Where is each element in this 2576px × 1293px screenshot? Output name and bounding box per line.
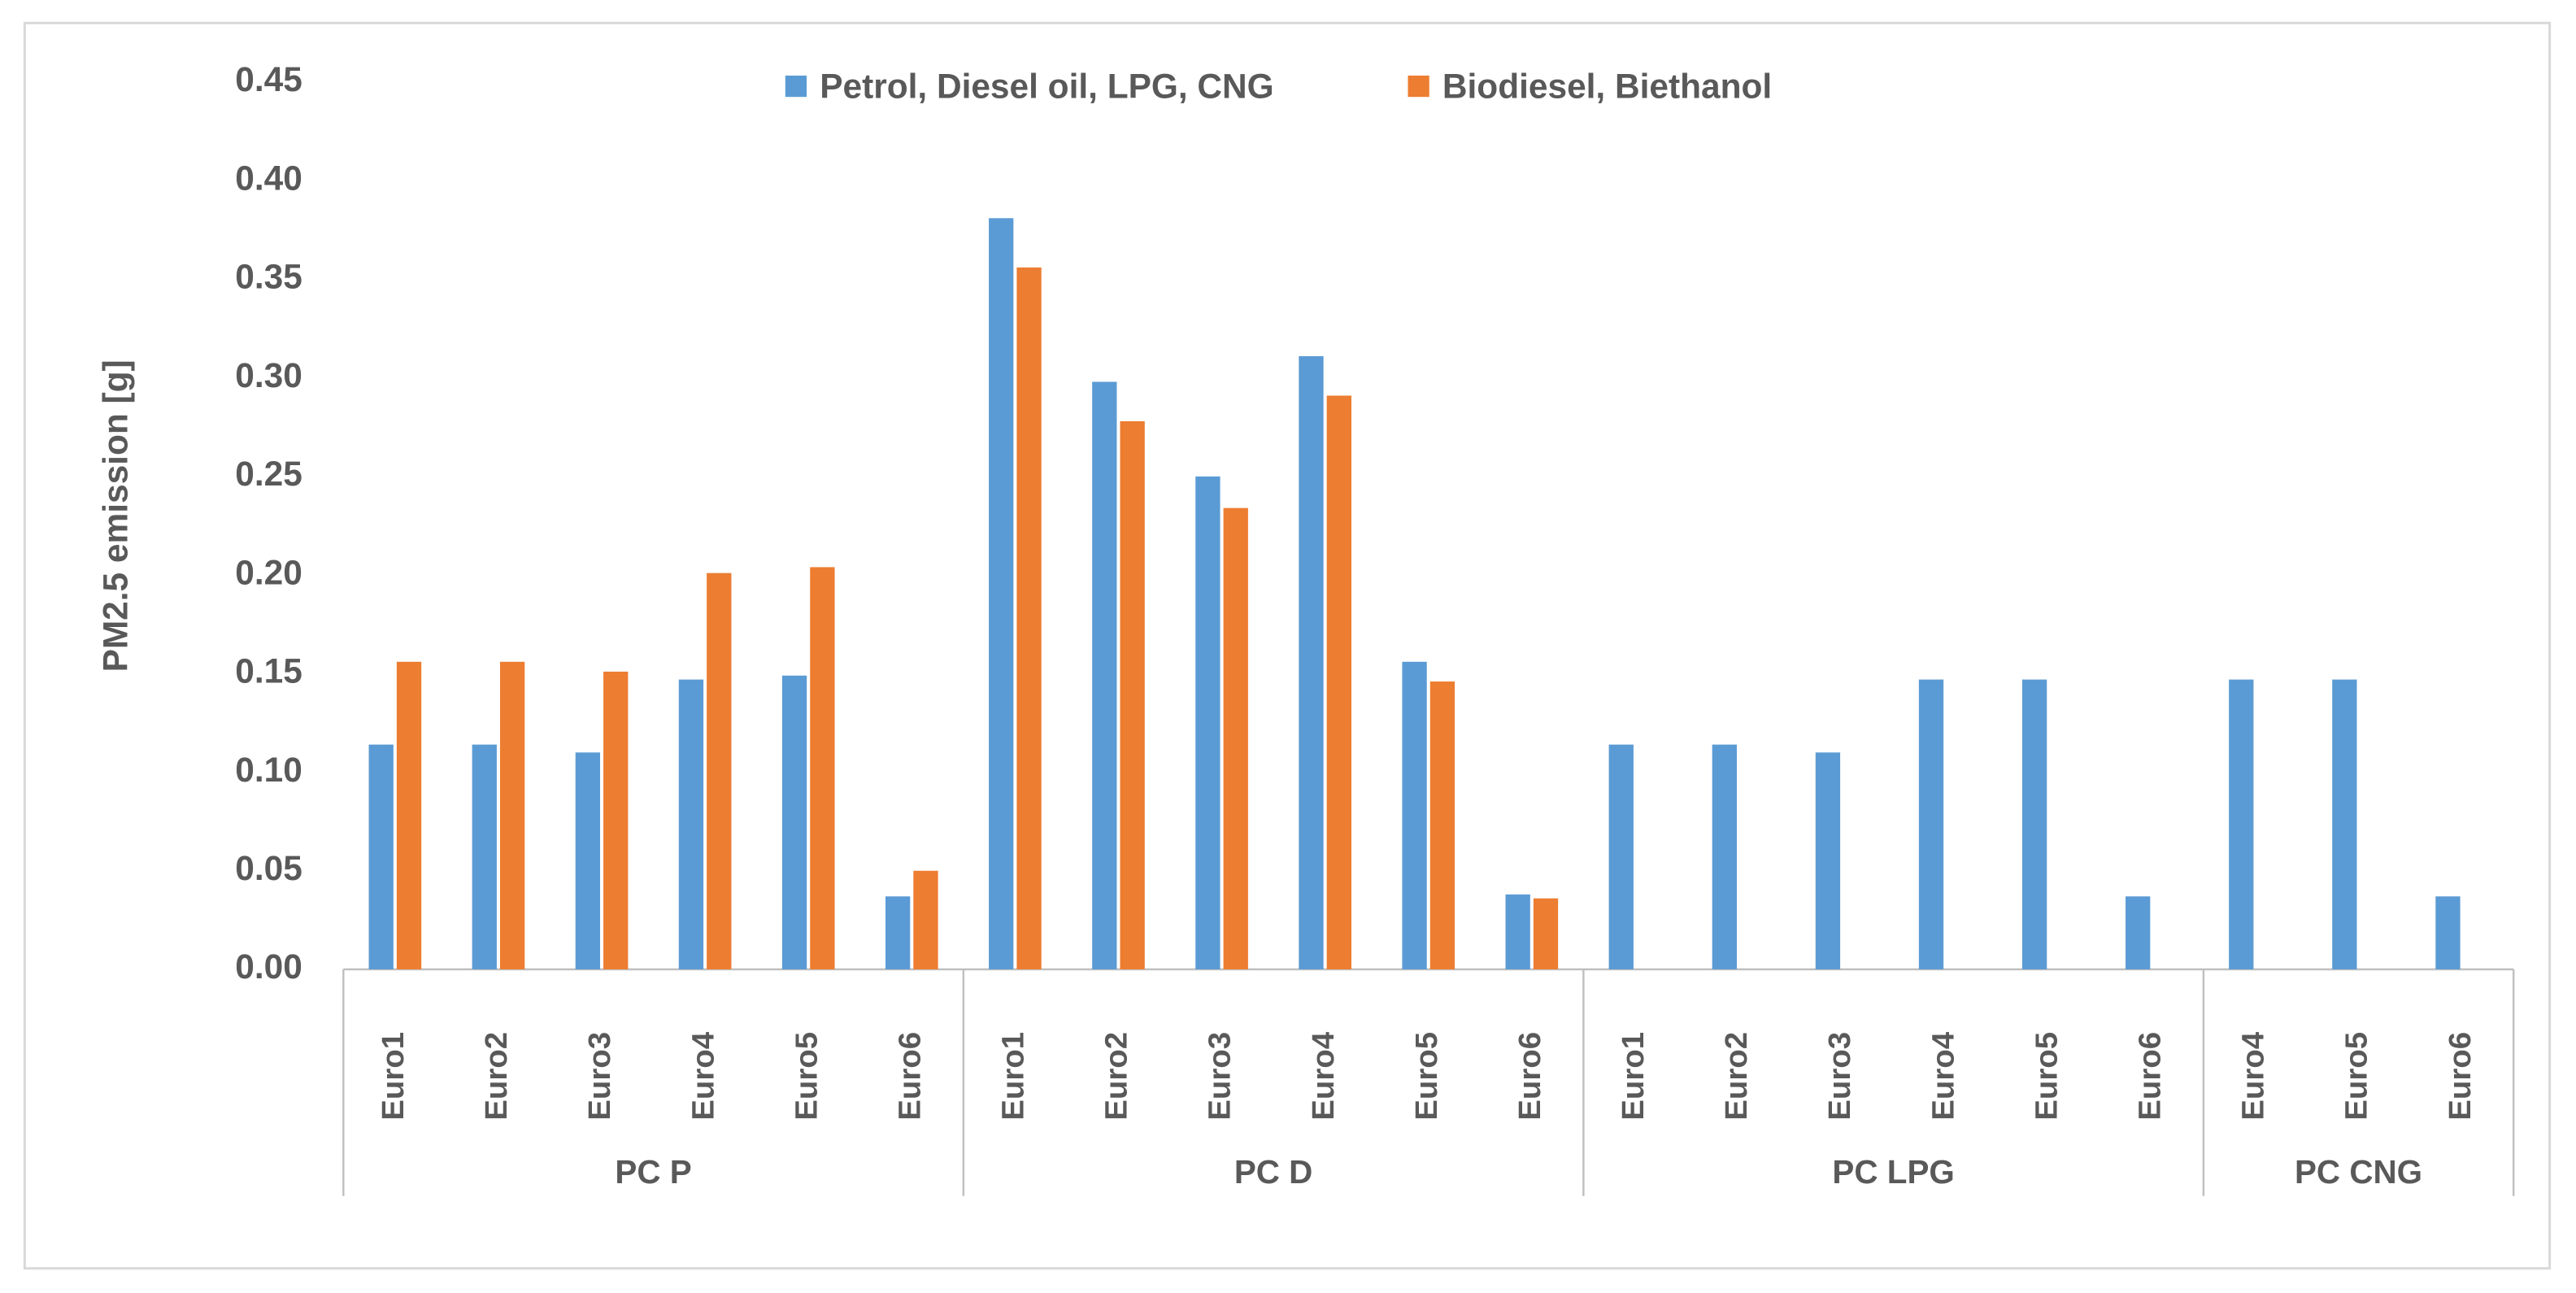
bar: [678, 679, 704, 969]
bar: [1402, 661, 1427, 969]
bar: [1815, 752, 1841, 969]
y-axis-title: PM2.5 emission [g]: [97, 359, 135, 672]
x-tick-label: Euro4: [685, 1031, 720, 1120]
bar: [396, 661, 422, 969]
x-tick-label: Euro4: [1925, 1031, 1960, 1120]
x-tick-label: Euro1: [1616, 1032, 1651, 1121]
y-tick-label: 0.10: [235, 751, 302, 789]
x-tick-label: Euro6: [892, 1032, 927, 1121]
x-tick-label: Euro6: [2132, 1032, 2167, 1121]
x-tick-label: Euro3: [1203, 1032, 1238, 1121]
y-tick-label: 0.45: [235, 60, 302, 98]
y-tick-label: 0.05: [235, 849, 302, 887]
x-tick-label: Euro3: [1822, 1032, 1857, 1121]
y-tick-label: 0.30: [235, 356, 302, 394]
bar: [1120, 421, 1145, 969]
y-tick-label: 0.25: [235, 455, 302, 493]
y-tick-label: 0.35: [235, 258, 302, 296]
x-tick-label: Euro2: [1099, 1032, 1134, 1121]
bar: [1092, 381, 1117, 969]
y-tick-label: 0.20: [235, 553, 302, 591]
bar: [499, 661, 525, 969]
x-tick-label: Euro2: [479, 1032, 514, 1121]
bar: [1918, 679, 1944, 969]
legend-label: Petrol, Diesel oil, LPG, CNG: [820, 67, 1273, 105]
x-tick-label: Euro6: [1512, 1032, 1547, 1121]
x-tick-label: Euro5: [789, 1032, 824, 1121]
bar: [885, 896, 911, 969]
bar: [2435, 896, 2461, 969]
group-label: PC LPG: [1832, 1153, 1954, 1191]
y-tick-label: 0.40: [235, 159, 302, 197]
group-label: PC P: [615, 1153, 691, 1191]
bar: [1608, 744, 1634, 969]
bar: [1533, 898, 1559, 969]
bar: [913, 870, 938, 969]
bar: [2229, 679, 2254, 969]
legend-swatch: [1408, 75, 1429, 98]
bar: [1299, 356, 1324, 969]
legend-swatch: [785, 75, 807, 98]
bar: [1223, 507, 1248, 969]
x-tick-label: Euro6: [2443, 1032, 2478, 1121]
bar: [1712, 744, 1737, 969]
x-tick-label: Euro4: [2236, 1031, 2271, 1120]
bar: [1505, 894, 1530, 969]
chart-border: [23, 21, 2552, 1270]
bar: [2126, 896, 2151, 969]
bar: [1429, 681, 1456, 969]
x-tick-label: Euro4: [1306, 1031, 1341, 1120]
bar: [989, 218, 1014, 969]
x-tick-label: Euro1: [996, 1032, 1031, 1121]
bar: [1326, 395, 1351, 969]
x-tick-label: Euro2: [1719, 1032, 1754, 1121]
y-tick-label: 0.15: [235, 652, 302, 690]
bar: [472, 744, 497, 969]
bar: [781, 675, 807, 969]
bar: [810, 567, 835, 969]
legend-label: Biodiesel, Biethanol: [1442, 67, 1772, 105]
group-label: PC D: [1234, 1153, 1313, 1191]
y-tick-label: 0.00: [235, 947, 302, 986]
group-label: PC CNG: [2295, 1153, 2422, 1191]
bar: [707, 572, 732, 969]
bar: [575, 752, 601, 969]
x-tick-label: Euro5: [2339, 1032, 2374, 1121]
bar: [603, 671, 629, 969]
x-tick-label: Euro1: [376, 1032, 411, 1121]
bar: [1016, 267, 1042, 969]
x-tick-label: Euro5: [1409, 1032, 1444, 1121]
bar: [368, 744, 394, 969]
bar: [1195, 476, 1221, 969]
x-tick-label: Euro3: [582, 1032, 617, 1121]
bar: [2021, 679, 2047, 969]
bar: [2332, 679, 2357, 969]
x-tick-label: Euro5: [2029, 1032, 2064, 1121]
